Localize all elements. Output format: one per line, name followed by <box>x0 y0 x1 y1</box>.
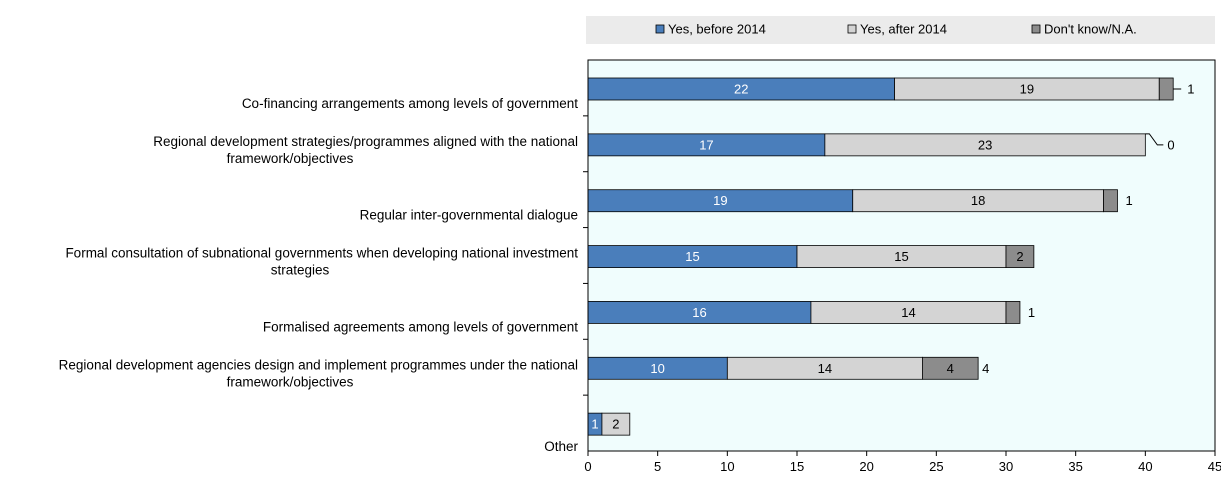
data-label: 2 <box>1016 249 1023 264</box>
legend-swatch <box>847 24 857 34</box>
data-label: 1 <box>1187 82 1194 97</box>
data-label: 19 <box>713 193 727 208</box>
data-label: 16 <box>692 305 706 320</box>
category-label: Regional development strategies/programm… <box>153 134 578 166</box>
bar <box>824 133 1146 157</box>
data-label: 1 <box>1125 193 1132 208</box>
x-tick-label: 20 <box>859 459 873 474</box>
data-label: 22 <box>734 82 748 97</box>
category-label: Formalised agreements among levels of go… <box>263 319 578 334</box>
legend: Yes, before 2014 Yes, after 2014 Don't kno… <box>655 22 1137 37</box>
bar <box>1005 245 1035 268</box>
bar <box>1005 301 1021 324</box>
x-tick-label: 45 <box>1208 459 1221 474</box>
data-label: 15 <box>894 249 908 264</box>
legend-swatch <box>655 24 665 34</box>
category-label-line: Regional development strategies/programm… <box>153 134 578 149</box>
category-label-line: framework/objectives <box>227 151 354 166</box>
category-label-line: framework/objectives <box>227 374 354 389</box>
data-label: 14 <box>901 305 915 320</box>
legend-swatch <box>1031 24 1041 34</box>
data-label: 4 <box>947 361 954 376</box>
leader-line <box>1145 133 1164 146</box>
x-tick-label: 25 <box>929 459 943 474</box>
category-label-line: Regional development agencies design and… <box>59 357 578 372</box>
bar <box>1158 77 1174 101</box>
x-tick-label: 5 <box>654 459 661 474</box>
category-label: Co-financing arrangements among levels o… <box>242 96 578 111</box>
x-tick-label: 30 <box>999 459 1013 474</box>
category-label: Regional development agencies design and… <box>59 357 578 389</box>
data-label: 1 <box>1028 305 1035 320</box>
legend-box <box>586 16 1215 44</box>
x-tick-label: 35 <box>1068 459 1082 474</box>
x-tick-label: 15 <box>790 459 804 474</box>
legend-label: Don't know/N.A. <box>1044 22 1137 37</box>
category-label-line: strategies <box>271 263 330 278</box>
data-label: 14 <box>818 361 832 376</box>
data-label: 17 <box>699 137 713 152</box>
category-labels: Co-financing arrangements among levels o… <box>59 96 579 454</box>
legend-label: Yes, before 2014 <box>668 22 766 37</box>
bar <box>1103 189 1118 213</box>
category-label: Other <box>544 439 578 454</box>
data-label: 10 <box>650 361 664 376</box>
data-label: 15 <box>685 249 699 264</box>
x-tick-label: 0 <box>584 459 591 474</box>
legend-label: Yes, after 2014 <box>860 22 947 37</box>
bar <box>601 412 631 436</box>
x-tick-label: 10 <box>720 459 734 474</box>
category-label: Formal consultation of subnational gover… <box>65 246 578 278</box>
data-label: 18 <box>971 193 985 208</box>
data-label: 4 <box>982 361 989 376</box>
category-label: Regular inter-governmental dialogue <box>360 208 578 223</box>
data-label: 23 <box>978 137 992 152</box>
x-axis: 0 5 10 15 20 25 30 35 40 45 <box>583 60 1221 474</box>
bar <box>922 356 979 380</box>
x-tick-label: 40 <box>1138 459 1152 474</box>
data-label: 0 <box>1167 137 1174 152</box>
data-label: 1 <box>591 417 598 432</box>
data-label: 19 <box>1020 82 1034 97</box>
data-label: 2 <box>612 417 619 432</box>
category-label-line: Formal consultation of subnational gover… <box>65 246 578 261</box>
